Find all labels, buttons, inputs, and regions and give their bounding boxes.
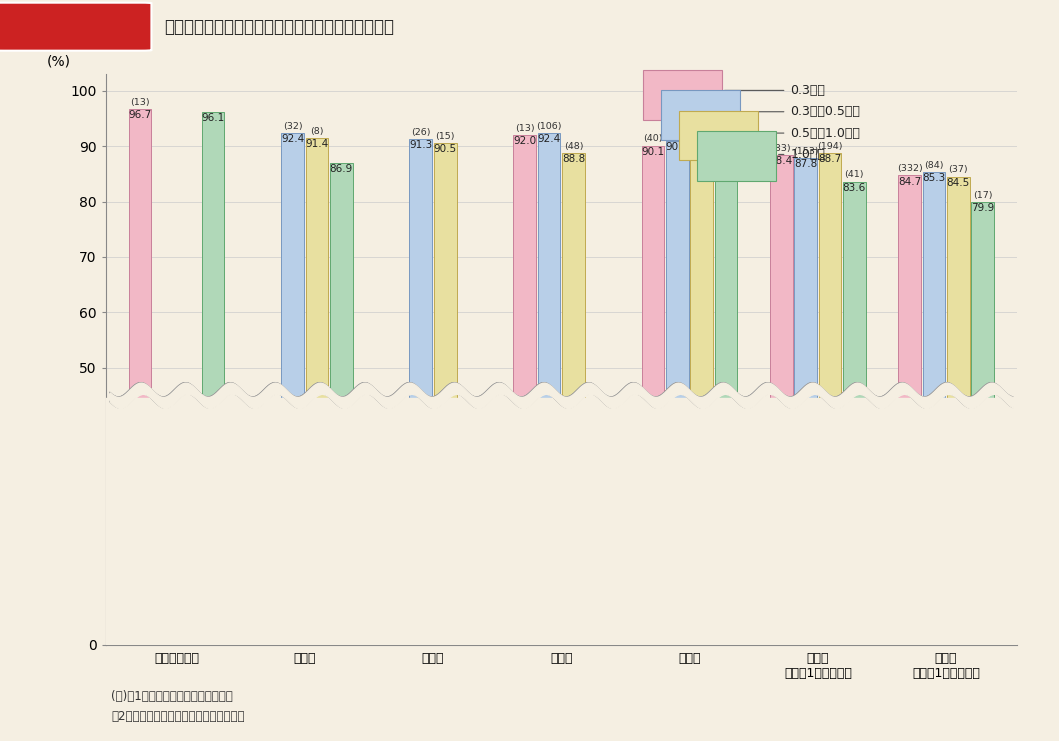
Text: (164): (164) [665,130,690,139]
Text: (%): (%) [47,54,71,68]
Bar [128,109,151,645]
Text: 1.0以上: 1.0以上 [790,148,825,161]
Bar [642,145,664,645]
Bar [306,139,328,645]
Text: (37): (37) [949,165,968,174]
Bar [843,182,865,645]
Text: 88.8: 88.8 [562,154,585,164]
Bar [538,133,560,645]
Text: 92.0: 92.0 [514,136,536,146]
Bar [770,155,792,645]
Text: (注)　1　比率は、加重平均である。: (注) 1 比率は、加重平均である。 [111,691,233,703]
Text: (278): (278) [689,127,715,136]
Text: (37): (37) [716,147,736,156]
Text: (194): (194) [818,142,843,151]
Text: 91.5: 91.5 [690,139,714,149]
Bar [562,153,585,645]
Bar [971,202,994,645]
Text: (32): (32) [283,122,303,130]
Text: 88.7: 88.7 [819,154,842,165]
Text: (15): (15) [435,132,455,141]
Text: (84): (84) [925,161,944,170]
Text: 90.1: 90.1 [642,147,665,156]
Text: (153): (153) [793,147,819,156]
Bar [690,138,713,645]
Text: (40): (40) [643,134,663,143]
Text: 90.9: 90.9 [666,142,689,152]
Bar [410,139,432,645]
Text: 79.9: 79.9 [971,203,994,213]
Text: 87.7: 87.7 [715,160,738,170]
Text: (13): (13) [515,124,535,133]
Text: (13): (13) [130,98,149,107]
Text: 87.8: 87.8 [794,159,818,170]
Bar [330,163,353,645]
Bar [922,172,946,645]
Text: 84.7: 84.7 [898,176,921,187]
Text: 団体規模別財政力指数段階別の経常収支比率の状況: 団体規模別財政力指数段階別の経常収支比率の状況 [164,18,394,36]
Bar [87,401,1059,648]
Text: 91.4: 91.4 [305,139,328,150]
Bar [794,159,816,645]
Bar [947,176,970,645]
Text: 0.5以上1.0未満: 0.5以上1.0未満 [790,127,860,139]
Bar [819,153,841,645]
Text: 86.9: 86.9 [329,165,353,174]
Text: 90.5: 90.5 [433,144,456,154]
Text: 84.5: 84.5 [947,178,970,187]
Bar [697,130,776,181]
Text: 0.3未満: 0.3未満 [790,84,825,97]
Bar [100,398,1059,639]
Bar [715,159,737,645]
Text: 96.7: 96.7 [128,110,151,120]
Bar [643,70,722,120]
Text: 箄84図: 箄84図 [49,18,95,36]
Text: 92.4: 92.4 [538,134,560,144]
Text: (8): (8) [310,127,324,136]
Text: 92.4: 92.4 [281,134,304,144]
Bar [282,133,304,645]
Text: (41): (41) [845,170,864,179]
Text: (26): (26) [411,127,431,136]
Bar [898,176,921,645]
FancyBboxPatch shape [0,3,151,50]
Text: 96.1: 96.1 [201,113,225,124]
Text: 88.4: 88.4 [770,156,793,166]
Text: (17): (17) [973,191,992,200]
Text: 91.3: 91.3 [409,140,432,150]
Bar [661,90,740,140]
Bar [679,110,758,160]
Text: (106): (106) [536,122,562,130]
Bar [514,135,536,645]
Bar [666,141,688,645]
Bar [201,113,225,645]
Text: 83.6: 83.6 [843,183,866,193]
Text: 85.3: 85.3 [922,173,946,183]
Bar [434,143,456,645]
Text: 0.3以上0.5未満: 0.3以上0.5未満 [790,105,860,119]
Text: (83): (83) [771,144,791,153]
Text: 2　（　）内の数値は、団体数である。: 2 （ ）内の数値は、団体数である。 [111,711,245,723]
Text: (48): (48) [563,142,584,150]
Text: (332): (332) [897,165,922,173]
